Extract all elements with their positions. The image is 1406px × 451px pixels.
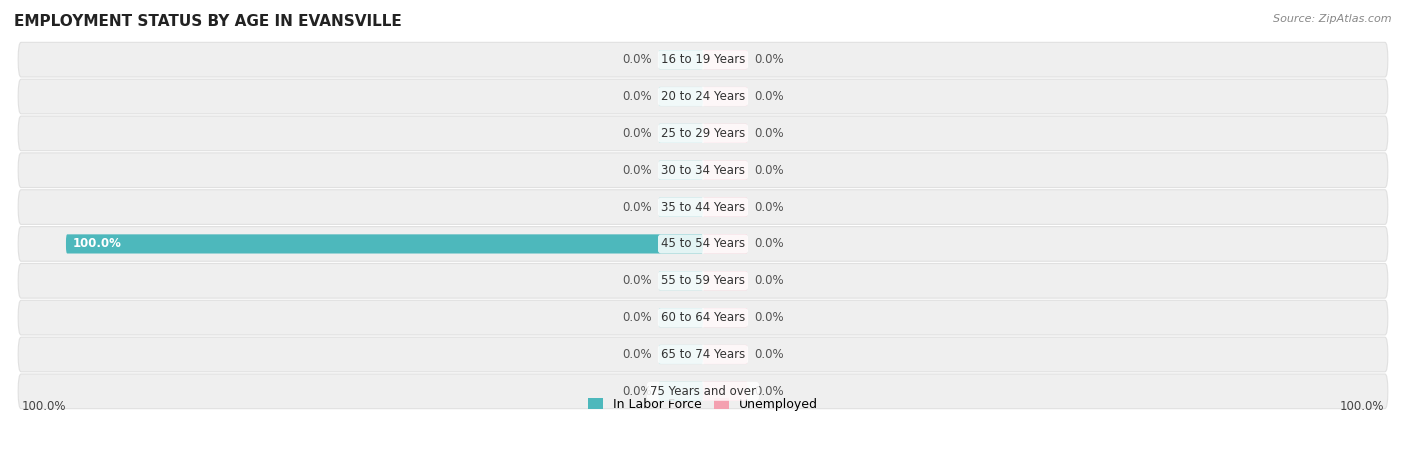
- Text: 0.0%: 0.0%: [754, 90, 783, 103]
- Text: 0.0%: 0.0%: [754, 164, 783, 177]
- Text: 100.0%: 100.0%: [72, 237, 121, 250]
- FancyBboxPatch shape: [18, 300, 1388, 335]
- Text: 65 to 74 Years: 65 to 74 Years: [661, 348, 745, 361]
- Text: 75 Years and over: 75 Years and over: [650, 385, 756, 398]
- FancyBboxPatch shape: [658, 87, 703, 106]
- FancyBboxPatch shape: [703, 198, 748, 216]
- Text: 100.0%: 100.0%: [21, 400, 66, 414]
- FancyBboxPatch shape: [18, 153, 1388, 188]
- Text: 0.0%: 0.0%: [754, 201, 783, 214]
- FancyBboxPatch shape: [18, 79, 1388, 114]
- Text: 0.0%: 0.0%: [623, 90, 652, 103]
- FancyBboxPatch shape: [703, 271, 748, 290]
- FancyBboxPatch shape: [703, 235, 748, 253]
- FancyBboxPatch shape: [703, 87, 748, 106]
- FancyBboxPatch shape: [703, 161, 748, 180]
- Text: 16 to 19 Years: 16 to 19 Years: [661, 53, 745, 66]
- FancyBboxPatch shape: [18, 374, 1388, 409]
- Text: 55 to 59 Years: 55 to 59 Years: [661, 274, 745, 287]
- Text: Source: ZipAtlas.com: Source: ZipAtlas.com: [1274, 14, 1392, 23]
- FancyBboxPatch shape: [18, 226, 1388, 261]
- Text: 100.0%: 100.0%: [1340, 400, 1385, 414]
- FancyBboxPatch shape: [18, 190, 1388, 225]
- Text: 0.0%: 0.0%: [623, 201, 652, 214]
- Text: 25 to 29 Years: 25 to 29 Years: [661, 127, 745, 140]
- FancyBboxPatch shape: [658, 124, 703, 143]
- Text: 0.0%: 0.0%: [623, 348, 652, 361]
- Text: 0.0%: 0.0%: [754, 311, 783, 324]
- FancyBboxPatch shape: [703, 50, 748, 69]
- FancyBboxPatch shape: [703, 345, 748, 364]
- FancyBboxPatch shape: [18, 116, 1388, 151]
- Text: EMPLOYMENT STATUS BY AGE IN EVANSVILLE: EMPLOYMENT STATUS BY AGE IN EVANSVILLE: [14, 14, 402, 28]
- Text: 0.0%: 0.0%: [754, 127, 783, 140]
- FancyBboxPatch shape: [658, 161, 703, 180]
- FancyBboxPatch shape: [18, 42, 1388, 77]
- FancyBboxPatch shape: [703, 308, 748, 327]
- Text: 0.0%: 0.0%: [623, 127, 652, 140]
- Text: 0.0%: 0.0%: [754, 274, 783, 287]
- FancyBboxPatch shape: [658, 382, 703, 401]
- Text: 45 to 54 Years: 45 to 54 Years: [661, 237, 745, 250]
- FancyBboxPatch shape: [658, 271, 703, 290]
- Text: 0.0%: 0.0%: [754, 237, 783, 250]
- FancyBboxPatch shape: [658, 308, 703, 327]
- Text: 30 to 34 Years: 30 to 34 Years: [661, 164, 745, 177]
- FancyBboxPatch shape: [658, 198, 703, 216]
- FancyBboxPatch shape: [66, 235, 703, 253]
- Text: 0.0%: 0.0%: [754, 385, 783, 398]
- FancyBboxPatch shape: [18, 263, 1388, 298]
- FancyBboxPatch shape: [703, 382, 748, 401]
- Text: 35 to 44 Years: 35 to 44 Years: [661, 201, 745, 214]
- Text: 0.0%: 0.0%: [623, 274, 652, 287]
- Text: 0.0%: 0.0%: [623, 385, 652, 398]
- Text: 20 to 24 Years: 20 to 24 Years: [661, 90, 745, 103]
- Text: 0.0%: 0.0%: [623, 164, 652, 177]
- Text: 60 to 64 Years: 60 to 64 Years: [661, 311, 745, 324]
- Text: 0.0%: 0.0%: [623, 311, 652, 324]
- Text: 0.0%: 0.0%: [754, 348, 783, 361]
- Text: 0.0%: 0.0%: [623, 53, 652, 66]
- FancyBboxPatch shape: [703, 124, 748, 143]
- Legend: In Labor Force, Unemployed: In Labor Force, Unemployed: [588, 398, 818, 411]
- FancyBboxPatch shape: [658, 345, 703, 364]
- FancyBboxPatch shape: [658, 50, 703, 69]
- Text: 0.0%: 0.0%: [754, 53, 783, 66]
- FancyBboxPatch shape: [18, 337, 1388, 372]
